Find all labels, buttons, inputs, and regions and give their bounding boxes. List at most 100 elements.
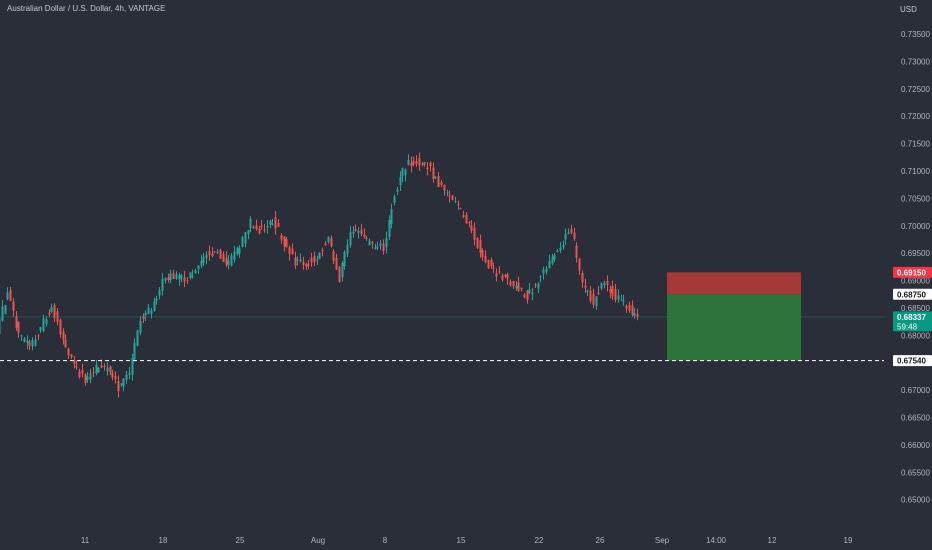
candle-body <box>523 294 526 298</box>
candle-body <box>164 277 167 281</box>
candle-body <box>473 228 476 240</box>
candle-body <box>280 234 283 240</box>
candle-body <box>363 234 366 237</box>
candle-body <box>299 259 302 262</box>
candle-body <box>45 319 48 325</box>
candle-body <box>31 340 34 347</box>
candle-body <box>495 273 498 277</box>
candle-body <box>92 372 95 374</box>
candle-body <box>241 236 244 248</box>
candle-body <box>155 298 158 301</box>
candle-body <box>553 255 556 260</box>
candle-body <box>578 258 581 271</box>
candle-body <box>175 274 178 280</box>
candle-body <box>423 162 426 165</box>
candle-body <box>412 160 415 165</box>
candlestick-chart[interactable] <box>0 0 884 527</box>
candle-body <box>247 229 250 234</box>
candle-body <box>178 275 181 280</box>
candle-body <box>376 246 379 248</box>
time-tick-label: 8 <box>383 536 388 545</box>
candle-body <box>117 381 120 392</box>
candle-body <box>465 214 468 224</box>
price-tick-label: 0.70500 <box>901 194 930 203</box>
candle-body <box>421 163 424 165</box>
price-tick-label: 0.69000 <box>901 277 930 286</box>
candle-body <box>581 273 584 283</box>
candle-body <box>636 314 639 317</box>
candle-body <box>457 204 460 206</box>
candle-body <box>343 252 346 267</box>
price-tick-label: 0.65500 <box>901 468 930 477</box>
current-price-badge-countdown: 59:48 <box>897 322 918 331</box>
candle-body <box>73 360 76 364</box>
candle-body <box>202 256 205 263</box>
candle-body <box>476 238 479 248</box>
candle-body <box>285 239 288 248</box>
candle-body <box>498 271 501 273</box>
candle-body <box>109 366 112 373</box>
currency-label: USD <box>900 5 917 14</box>
candle-body <box>346 244 349 254</box>
candle-body <box>492 267 495 269</box>
candle-body <box>95 364 98 374</box>
price-tick-label: 0.68500 <box>901 304 930 313</box>
candle-body <box>479 240 482 253</box>
candle-body <box>374 247 377 250</box>
candle-body <box>310 257 313 263</box>
candle-body <box>592 293 595 305</box>
candle-body <box>183 277 186 282</box>
price-tick-label: 0.69500 <box>901 249 930 258</box>
candle-body <box>194 270 197 274</box>
candle-body <box>490 259 493 267</box>
candle-body <box>131 358 134 375</box>
candle-body <box>53 305 56 318</box>
candle-body <box>371 242 374 244</box>
candle-body <box>169 273 172 281</box>
candle-body <box>133 342 136 360</box>
candle-body <box>396 189 399 192</box>
candle-body <box>609 289 612 293</box>
candle-body <box>86 376 89 380</box>
entry-price-badge-label: 0.68750 <box>897 290 926 299</box>
candle-body <box>448 195 451 197</box>
candle-body <box>526 290 529 300</box>
candle-body <box>542 269 545 274</box>
candle-body <box>539 275 542 277</box>
candle-body <box>111 372 114 378</box>
candle-body <box>426 167 429 170</box>
candle-body <box>9 290 12 301</box>
candle-body <box>625 305 628 309</box>
target-price-badge-label: 0.67540 <box>897 357 926 366</box>
candle-body <box>481 249 484 258</box>
candle-body <box>200 260 203 266</box>
price-axis[interactable]: 0.73500 0.73000 0.72500 0.72000 0.71500 0.710… <box>884 0 932 527</box>
candle-body <box>153 301 156 311</box>
candle-body <box>205 254 208 259</box>
candle-body <box>470 225 473 231</box>
candle-body <box>410 162 413 167</box>
candle-body <box>628 304 631 311</box>
time-tick-label: 19 <box>844 536 853 545</box>
candle-body <box>365 237 368 239</box>
candle-body <box>446 192 449 194</box>
candle-body <box>622 300 625 302</box>
candle-body <box>564 233 567 240</box>
candle-body <box>567 232 570 235</box>
candle-body <box>167 277 170 281</box>
candle-body <box>136 330 139 346</box>
candle-body <box>321 249 324 251</box>
candle-body <box>515 285 518 289</box>
price-tick-label: 0.71000 <box>901 167 930 176</box>
price-tick-label: 0.73500 <box>901 30 930 39</box>
candle-body <box>219 250 222 259</box>
candle-body <box>294 257 297 266</box>
candle-body <box>354 229 357 231</box>
candle-body <box>559 247 562 251</box>
time-axis[interactable]: 11 18 25 Aug 8 15 22 26 Sep 14:00 12 19 <box>0 527 884 550</box>
candle-body <box>158 290 161 296</box>
candle-body <box>324 243 327 246</box>
candle-body <box>227 260 230 266</box>
candle-body <box>338 266 341 283</box>
candle-body <box>161 278 164 291</box>
